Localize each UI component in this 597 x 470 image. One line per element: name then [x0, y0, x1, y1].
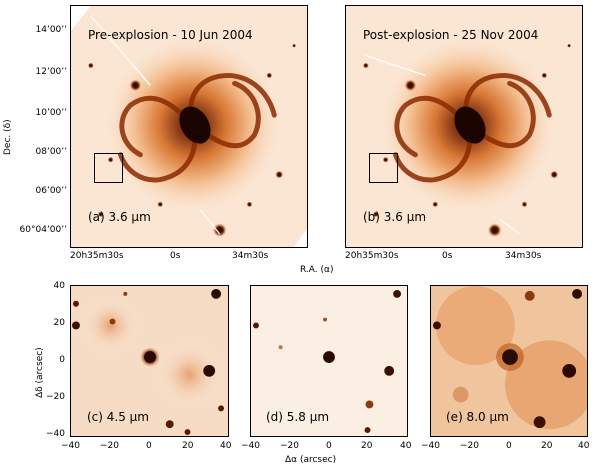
- panel-b-title: Post-explosion - 25 Nov 2004: [363, 28, 539, 42]
- top-x-tick-label: 20h35m30s: [70, 251, 124, 261]
- galaxy-image-a: [71, 6, 307, 247]
- bottom-y-tick-label: −40: [46, 429, 65, 439]
- bottom-x-tick-label: 40: [400, 441, 412, 451]
- bottom-y-tick-label: −20: [46, 392, 65, 402]
- panel-a-image: Pre-explosion - 10 Jun 2004 (a) 3.6 μm: [70, 5, 308, 248]
- bottom-x-tick-label: −40: [61, 441, 80, 451]
- bottom-x-tick-label: 20: [361, 441, 373, 451]
- top-x-axis-title: R.A. (α): [300, 265, 334, 275]
- top-x-tick-label: 20h35m30s: [345, 251, 399, 261]
- bottom-x-tick-label: −40: [421, 441, 440, 451]
- bottom-x-tick-label: −20: [460, 441, 479, 451]
- galaxy-image-b: [346, 6, 582, 247]
- bottom-y-tick-label: 40: [53, 281, 65, 291]
- bottom-x-tick-label: 40: [220, 441, 232, 451]
- bottom-y-tick-label: 0: [59, 355, 65, 365]
- bottom-x-tick-label: −20: [100, 441, 119, 451]
- top-x-tick-label: 34m30s: [232, 251, 269, 261]
- bottom-y-axis-title: Δδ (arcsec): [35, 347, 45, 398]
- top-x-tick-label: 0s: [170, 251, 181, 261]
- panel-e-image: (e) 8.0 μm: [430, 285, 588, 437]
- bottom-x-tick-label: 0: [146, 441, 152, 451]
- cutout-image-e: [431, 286, 587, 436]
- top-y-tick-label: 08’00’’: [35, 147, 68, 157]
- top-y-tick-label: 12’00’’: [35, 67, 68, 77]
- sn-region-box-b: [369, 153, 398, 183]
- bottom-x-tick-label: 0: [326, 441, 332, 451]
- bottom-x-tick-label: −40: [241, 441, 260, 451]
- bottom-x-axis-title: Δα (arcsec): [285, 455, 337, 465]
- panel-c-label: (c) 4.5 μm: [87, 410, 149, 424]
- bottom-x-tick-label: −20: [280, 441, 299, 451]
- top-x-tick-label: 34m30s: [505, 251, 542, 261]
- panel-b-label: (b) 3.6 μm: [363, 210, 427, 224]
- top-y-tick-label: 10’00’’: [35, 108, 68, 118]
- top-y-axis-title: Dec. (δ): [3, 119, 13, 155]
- panel-e-label: (e) 8.0 μm: [446, 410, 509, 424]
- top-y-tick-label: 14’00’’: [35, 25, 68, 35]
- bottom-x-tick-label: 20: [541, 441, 553, 451]
- panel-c-image: (c) 4.5 μm: [70, 285, 229, 437]
- bottom-y-tick-label: 20: [53, 318, 65, 328]
- bottom-x-tick-label: 40: [578, 441, 590, 451]
- panel-d-label: (d) 5.8 μm: [266, 410, 330, 424]
- top-y-tick-label: 60°04’00’’: [19, 225, 67, 235]
- sn-region-box-a: [94, 153, 123, 183]
- cutout-image-d: [251, 286, 407, 436]
- panel-a-title: Pre-explosion - 10 Jun 2004: [88, 28, 253, 42]
- bottom-x-tick-label: 20: [182, 441, 194, 451]
- cutout-image-c: [71, 286, 228, 436]
- bottom-x-tick-label: 0: [506, 441, 512, 451]
- panel-a-label: (a) 3.6 μm: [88, 210, 151, 224]
- top-x-tick-label: 0s: [442, 251, 453, 261]
- top-y-tick-label: 06’00’’: [35, 186, 68, 196]
- panel-b-image: Post-explosion - 25 Nov 2004 (b) 3.6 μm: [345, 5, 583, 248]
- panel-d-image: (d) 5.8 μm: [250, 285, 408, 437]
